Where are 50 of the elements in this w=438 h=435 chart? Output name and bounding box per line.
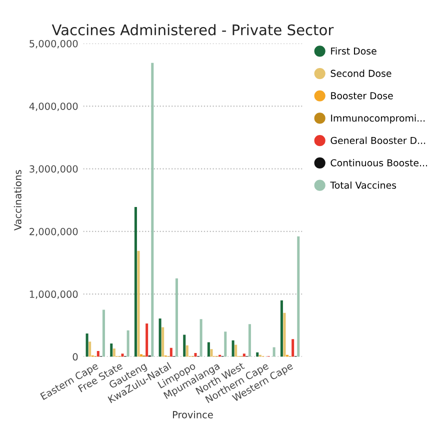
legend-label: Immunocompromi... — [331, 114, 425, 124]
bar — [110, 344, 113, 357]
bar — [96, 351, 100, 357]
legend-label: Total Vaccines — [330, 181, 396, 189]
bar — [297, 236, 300, 357]
bar — [162, 327, 164, 357]
y-tick-label: 0 — [72, 353, 78, 361]
bar — [137, 250, 140, 357]
bar — [200, 319, 202, 357]
legend-label: Second Dose — [330, 70, 392, 77]
bar — [207, 342, 210, 357]
bar — [158, 318, 162, 357]
bar — [170, 348, 172, 357]
bar — [234, 344, 238, 357]
legend-label: General Booster D... — [330, 136, 426, 144]
y-axis-title: Vaccinations — [14, 170, 22, 231]
bar — [224, 332, 227, 357]
bar — [210, 349, 213, 357]
bar — [88, 342, 92, 357]
bar — [280, 300, 283, 357]
bar — [102, 310, 105, 357]
chart-title: Vaccines Administered - Private Sector — [52, 24, 334, 36]
bar — [86, 334, 88, 357]
bar — [232, 340, 234, 357]
bar — [186, 345, 188, 357]
bar — [146, 324, 148, 357]
bar — [292, 339, 294, 357]
legend-label: Booster Dose — [331, 92, 393, 100]
bar — [283, 312, 286, 357]
bar — [140, 354, 143, 357]
bar — [134, 206, 137, 357]
bar — [256, 352, 259, 357]
bar — [248, 324, 251, 357]
bar — [242, 354, 246, 357]
bar — [126, 330, 130, 357]
legend-label: Continuous Booste... — [330, 159, 428, 166]
bar — [151, 62, 154, 357]
legend-label: First Dose — [331, 47, 376, 55]
bar — [272, 347, 276, 357]
x-axis-title: Province — [172, 410, 213, 418]
y-tick-label: 1,000,000 — [30, 290, 78, 299]
bar — [121, 354, 124, 357]
bar — [175, 278, 178, 357]
bar — [194, 352, 197, 357]
bar — [112, 348, 116, 357]
bar — [183, 334, 186, 357]
y-tick-label: 3,000,000 — [30, 165, 78, 174]
y-tick-label: 5,000,000 — [30, 40, 78, 48]
y-tick-label: 4,000,000 — [29, 102, 78, 111]
y-tick-label: 2,000,000 — [30, 228, 78, 236]
